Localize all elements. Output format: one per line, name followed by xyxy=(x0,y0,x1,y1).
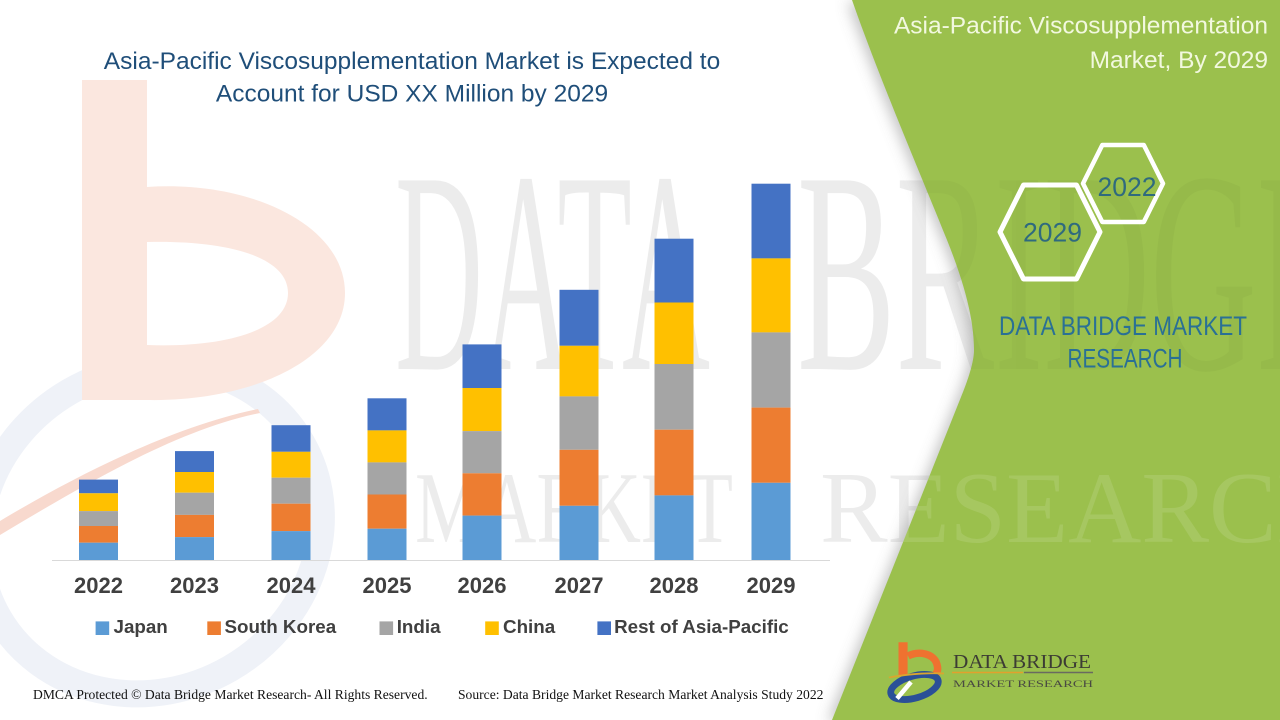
svg-text:Asia-Pacific Viscosupplementat: Asia-Pacific Viscosupplementation Market… xyxy=(104,48,720,75)
svg-text:2029: 2029 xyxy=(747,573,796,598)
svg-text:2028: 2028 xyxy=(650,573,699,598)
svg-text:2027: 2027 xyxy=(555,573,604,598)
svg-text:Rest of Asia-Pacific: Rest of Asia-Pacific xyxy=(614,616,789,637)
svg-text:Account for USD XX Million by: Account for USD XX Million by 2029 xyxy=(216,80,608,107)
svg-text:Asia-Pacific Viscosupplementat: Asia-Pacific Viscosupplementation xyxy=(894,13,1268,40)
svg-text:2022: 2022 xyxy=(1098,172,1157,202)
svg-text:DATA BRIDGE: DATA BRIDGE xyxy=(953,651,1091,673)
svg-text:South Korea: South Korea xyxy=(225,616,337,637)
svg-text:DMCA Protected © Data Bridge M: DMCA Protected © Data Bridge Market Rese… xyxy=(33,687,428,702)
svg-text:2025: 2025 xyxy=(363,573,412,598)
svg-text:MARKET RESEARCH: MARKET RESEARCH xyxy=(953,680,1093,690)
svg-text:Japan: Japan xyxy=(114,616,168,637)
svg-text:India: India xyxy=(397,616,441,637)
svg-text:Market, By 2029: Market, By 2029 xyxy=(1090,47,1268,74)
svg-text:China: China xyxy=(503,616,556,637)
svg-text:DATA BRIDGE MARKET: DATA BRIDGE MARKET xyxy=(999,311,1247,341)
svg-text:2029: 2029 xyxy=(1023,218,1082,248)
svg-text:2023: 2023 xyxy=(170,573,219,598)
svg-text:2026: 2026 xyxy=(458,573,507,598)
svg-text:2024: 2024 xyxy=(267,573,317,598)
svg-text:RESEARCH: RESEARCH xyxy=(1068,344,1183,374)
svg-text:Source: Data Bridge Market Res: Source: Data Bridge Market Research Mark… xyxy=(458,687,824,702)
svg-text:2022: 2022 xyxy=(74,573,123,598)
